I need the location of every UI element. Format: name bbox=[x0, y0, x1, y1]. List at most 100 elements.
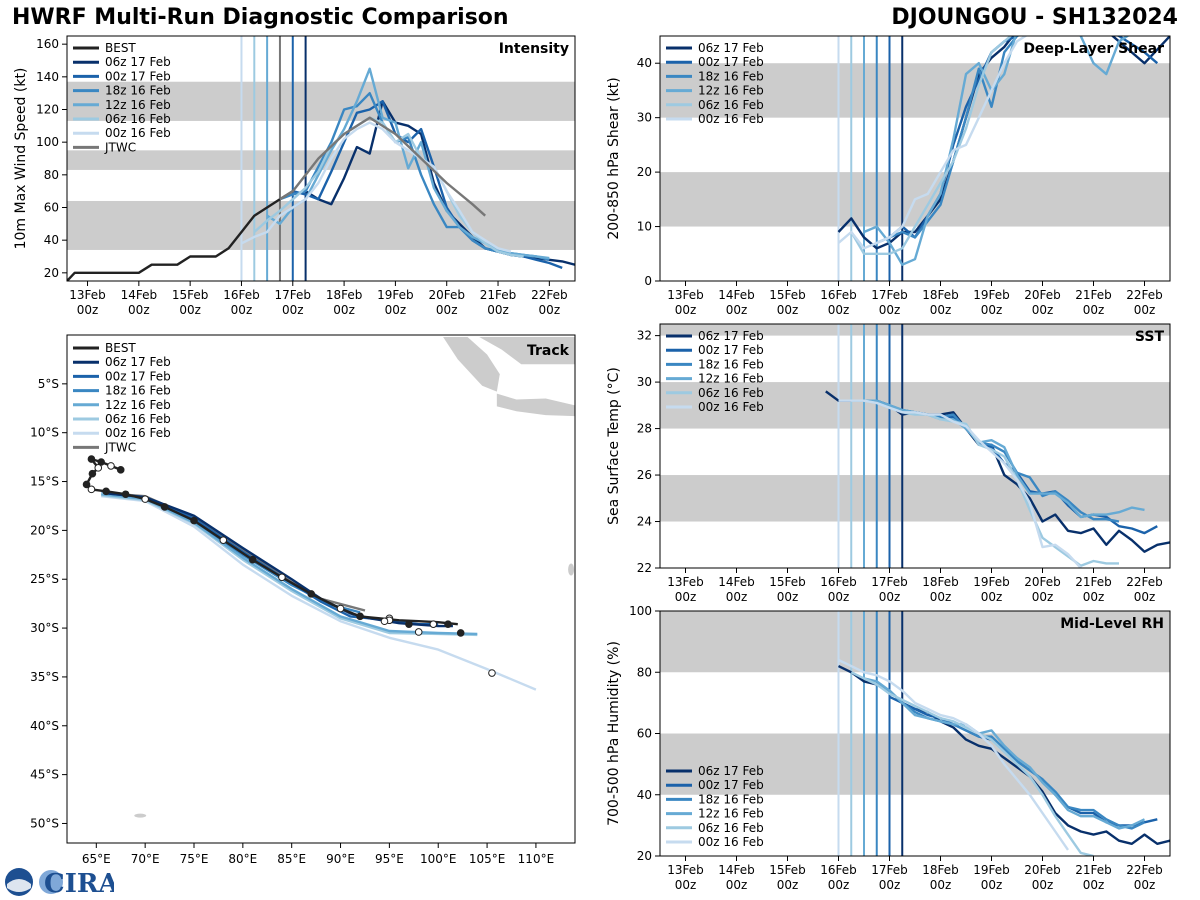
track-lat-label: 10°S bbox=[30, 426, 59, 440]
sst-x-tick-hour: 00z bbox=[675, 590, 697, 604]
intensity-legend-label: 18z 16 Feb bbox=[105, 84, 171, 98]
rh-x-tick-day: 22Feb bbox=[1126, 863, 1163, 877]
shear-y-tick-label: 20 bbox=[637, 165, 652, 179]
track-position-marker bbox=[102, 487, 110, 496]
track-position-marker bbox=[87, 485, 96, 494]
intensity-x-tick-day: 16Feb bbox=[223, 288, 260, 302]
intensity-x-tick-hour: 00z bbox=[539, 303, 561, 317]
track-run4 bbox=[101, 494, 478, 637]
track-lon-label: 65°E bbox=[82, 852, 111, 866]
intensity-legend-label: 06z 16 Feb bbox=[105, 112, 171, 126]
sst-x-tick-hour: 00z bbox=[1083, 590, 1105, 604]
shear-x-tick-hour: 00z bbox=[828, 303, 850, 317]
track-best bbox=[85, 457, 458, 626]
intensity-x-tick-day: 22Feb bbox=[531, 288, 568, 302]
track-legend-label: 00z 17 Feb bbox=[105, 369, 171, 383]
forecast-position-marker bbox=[380, 617, 389, 626]
track-lat-label: 50°S bbox=[30, 816, 59, 830]
track-lon-label: 70°E bbox=[131, 852, 160, 866]
sst-x-tick-day: 17Feb bbox=[871, 575, 908, 589]
shear-x-tick-day: 14Feb bbox=[718, 288, 755, 302]
shear-y-tick-label: 40 bbox=[637, 56, 652, 70]
sst-x-tick-hour: 00z bbox=[1134, 590, 1156, 604]
intensity-y-tick-label: 120 bbox=[36, 103, 59, 117]
track-position-marker bbox=[336, 604, 345, 613]
track-lon-label: 75°E bbox=[180, 852, 209, 866]
rh-series-run5 bbox=[837, 658, 1069, 851]
forecast-position-marker bbox=[429, 620, 438, 628]
intensity-threshold-band bbox=[67, 200, 575, 250]
intensity-x-tick-day: 20Feb bbox=[428, 288, 465, 302]
intensity-y-tick-label: 80 bbox=[44, 168, 59, 182]
shear-x-tick-day: 19Feb bbox=[973, 288, 1010, 302]
figure-title: HWRF Multi-Run Diagnostic Comparison bbox=[12, 5, 509, 30]
rh-legend-label: 00z 16 Feb bbox=[698, 835, 764, 849]
track-position-marker bbox=[121, 490, 130, 499]
rh-threshold-band bbox=[660, 611, 1170, 673]
shear-y-tick-label: 0 bbox=[644, 274, 652, 288]
track-position-marker bbox=[278, 573, 286, 582]
sst-legend-label: 00z 16 Feb bbox=[698, 400, 764, 414]
track-position-marker bbox=[160, 503, 169, 511]
track-position-marker bbox=[87, 455, 96, 463]
shear-x-tick-hour: 00z bbox=[930, 303, 952, 317]
shear-x-tick-day: 21Feb bbox=[1075, 288, 1112, 302]
shear-chart: 01020304013Feb00z14Feb00z15Feb00z16Feb00… bbox=[606, 35, 1171, 317]
sst-x-tick-hour: 00z bbox=[879, 590, 901, 604]
track-legend-label: 06z 16 Feb bbox=[105, 412, 171, 426]
intensity-chart: 2040608010012014016013Feb00z14Feb00z15Fe… bbox=[13, 35, 576, 317]
sst-x-tick-hour: 00z bbox=[726, 590, 748, 604]
shear-series-run3 bbox=[863, 36, 1130, 266]
shear-x-tick-hour: 00z bbox=[675, 303, 697, 317]
intensity-y-tick-label: 160 bbox=[36, 37, 59, 51]
intensity-legend-label: 12z 16 Feb bbox=[105, 98, 171, 112]
intensity-x-tick-hour: 00z bbox=[179, 303, 201, 317]
track-position-marker bbox=[141, 495, 149, 503]
rh-x-tick-hour: 00z bbox=[879, 878, 901, 892]
track-position-marker bbox=[405, 620, 413, 628]
intensity-threshold-band bbox=[67, 81, 575, 121]
track-position-marker bbox=[82, 480, 91, 489]
sst-y-tick-label: 22 bbox=[637, 561, 652, 575]
intensity-legend-label: JTWC bbox=[104, 140, 136, 154]
track-position-marker bbox=[219, 536, 228, 544]
shear-legend-label: 18z 16 Feb bbox=[698, 69, 764, 83]
shear-panel-title: Deep-Layer Shear bbox=[1023, 41, 1164, 57]
intensity-x-tick-day: 19Feb bbox=[377, 288, 414, 302]
sst-x-tick-hour: 00z bbox=[981, 590, 1003, 604]
intensity-x-tick-day: 18Feb bbox=[326, 288, 363, 302]
cira-logo: CIRA bbox=[5, 868, 114, 898]
intensity-y-axis-label: 10m Max Wind Speed (kt) bbox=[13, 68, 29, 250]
track-frame bbox=[66, 334, 576, 844]
sst-x-tick-day: 19Feb bbox=[973, 575, 1010, 589]
intensity-x-tick-hour: 00z bbox=[77, 303, 99, 317]
track-legend-label: BEST bbox=[105, 341, 136, 355]
track-legend-label: 18z 16 Feb bbox=[105, 384, 171, 398]
sst-y-tick-label: 30 bbox=[637, 375, 652, 389]
track-lon-label: 100°E bbox=[420, 852, 457, 866]
track-legend-label: JTWC bbox=[104, 440, 136, 454]
intensity-x-tick-hour: 00z bbox=[436, 303, 458, 317]
rh-legend-label: 00z 17 Feb bbox=[698, 778, 764, 792]
sst-x-tick-day: 14Feb bbox=[718, 575, 755, 589]
track-lat-label: 30°S bbox=[30, 621, 59, 635]
track-legend-label: 00z 16 Feb bbox=[105, 426, 171, 440]
forecast-position-marker bbox=[488, 669, 496, 677]
intensity-y-tick-label: 40 bbox=[44, 233, 59, 247]
rh-x-tick-day: 19Feb bbox=[973, 863, 1010, 877]
intensity-y-tick-label: 140 bbox=[36, 70, 59, 84]
track-lon-label: 105°E bbox=[469, 852, 506, 866]
track-lat-label: 20°S bbox=[30, 523, 59, 537]
track-run1 bbox=[105, 492, 439, 626]
sst-threshold-band bbox=[660, 324, 1170, 336]
shear-threshold-band bbox=[660, 63, 1170, 118]
land-mass bbox=[479, 336, 575, 365]
shear-legend-label: 00z 17 Feb bbox=[698, 55, 764, 69]
rh-x-tick-day: 17Feb bbox=[871, 863, 908, 877]
rh-x-tick-hour: 00z bbox=[1083, 878, 1105, 892]
shear-frame bbox=[659, 35, 1171, 282]
rh-x-tick-hour: 00z bbox=[828, 878, 850, 892]
rh-series-run3 bbox=[863, 677, 1146, 830]
shear-y-axis-label: 200-850 hPa Shear (kt) bbox=[606, 77, 622, 239]
rh-threshold-band bbox=[660, 733, 1170, 795]
